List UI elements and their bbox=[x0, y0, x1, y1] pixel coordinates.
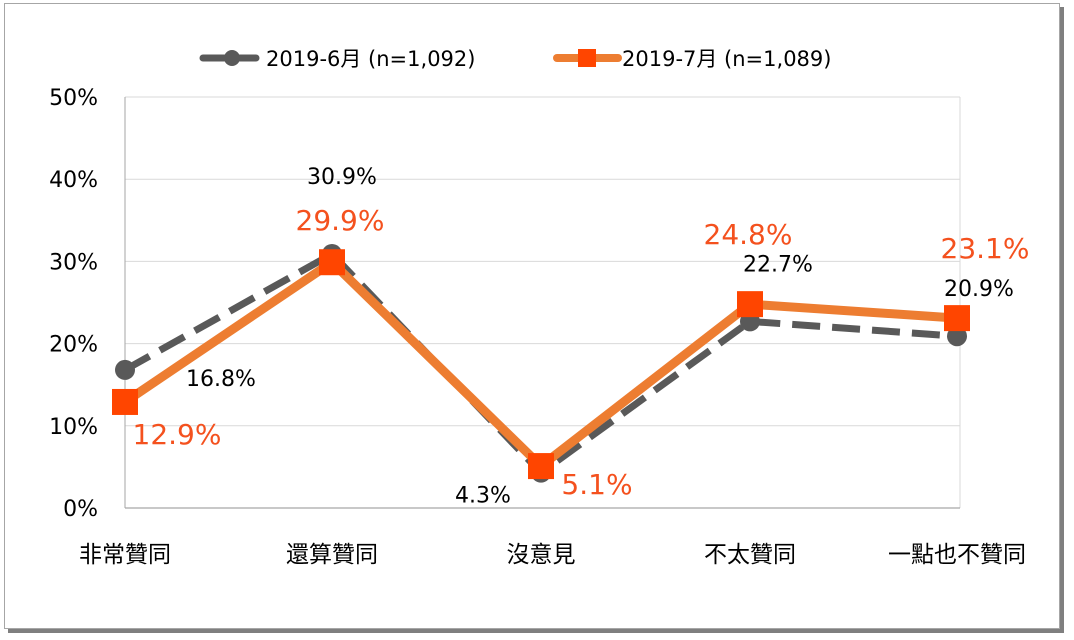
legend-label-2019-07: 2019-7月 (n=1,089) bbox=[622, 47, 831, 71]
y-tick-label: 50% bbox=[49, 86, 98, 111]
point-2019-07 bbox=[944, 305, 970, 332]
series-lines bbox=[122, 250, 958, 477]
data-label-2019-07: 29.9% bbox=[296, 204, 385, 237]
series-line-2019-06 bbox=[123, 250, 958, 477]
x-tick-label: 一點也不贊同 bbox=[888, 542, 1026, 568]
y-tick-label: 0% bbox=[63, 497, 98, 522]
point-2019-06 bbox=[115, 359, 135, 380]
point-2019-07 bbox=[737, 291, 763, 318]
point-2019-07 bbox=[112, 388, 138, 415]
gridlines bbox=[125, 96, 960, 427]
legend: 2019-6月 (n=1,092) 2019-7月 (n=1,089) bbox=[199, 47, 831, 71]
data-label-2019-06: 30.9% bbox=[307, 165, 377, 190]
data-label-2019-07: 12.9% bbox=[133, 418, 222, 451]
x-tick-label: 沒意見 bbox=[507, 542, 576, 568]
data-label-2019-06: 16.8% bbox=[186, 367, 256, 392]
x-tick-label: 還算贊同 bbox=[286, 542, 378, 568]
data-label-2019-07: 24.8% bbox=[704, 218, 793, 251]
y-tick-label: 40% bbox=[49, 168, 98, 193]
point-2019-07 bbox=[528, 453, 554, 480]
point-2019-07 bbox=[319, 249, 345, 276]
data-label-2019-06: 20.9% bbox=[944, 277, 1014, 302]
data-label-2019-06: 4.3% bbox=[455, 484, 511, 509]
legend-marker-2019-06 bbox=[224, 50, 240, 66]
data-label-2019-07: 23.1% bbox=[941, 232, 1030, 265]
legend-label-2019-06: 2019-6月 (n=1,092) bbox=[266, 47, 475, 71]
data-label-2019-06: 22.7% bbox=[743, 252, 813, 277]
x-tick-label: 不太贊同 bbox=[704, 542, 796, 568]
y-tick-label: 10% bbox=[49, 415, 98, 440]
y-tick-label: 20% bbox=[49, 333, 98, 358]
axes: 0% 10% 20% 30% 40% 50% 非常贊同 還算贊同 沒意見 不太贊同 一點也不贊同 bbox=[49, 86, 1026, 568]
series-markers bbox=[112, 244, 970, 483]
legend-marker-2019-07 bbox=[578, 49, 596, 67]
data-labels: 16.8% 30.9% 4.3% 22.7% 20.9% 12.9% 29.9% 5.1% 24… bbox=[133, 165, 1030, 509]
data-label-2019-07: 5.1% bbox=[561, 468, 632, 501]
point-2019-06 bbox=[947, 326, 967, 347]
y-tick-label: 30% bbox=[49, 250, 98, 275]
x-tick-label: 非常贊同 bbox=[79, 542, 171, 568]
series-line-2019-07 bbox=[122, 257, 958, 471]
